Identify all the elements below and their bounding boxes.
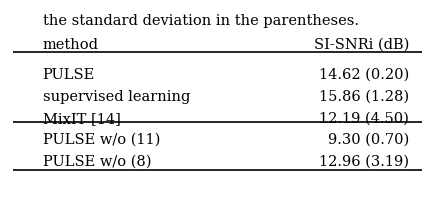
Text: 12.19 (4.50): 12.19 (4.50) bbox=[319, 112, 409, 126]
Text: supervised learning: supervised learning bbox=[43, 90, 190, 104]
Text: SI-SNRi (dB): SI-SNRi (dB) bbox=[314, 38, 409, 52]
Text: 12.96 (3.19): 12.96 (3.19) bbox=[319, 155, 409, 169]
Text: method: method bbox=[43, 38, 98, 52]
Text: PULSE w/o (11): PULSE w/o (11) bbox=[43, 133, 160, 147]
Text: 9.30 (0.70): 9.30 (0.70) bbox=[328, 133, 409, 147]
Text: PULSE w/o (8): PULSE w/o (8) bbox=[43, 155, 151, 169]
Text: the standard deviation in the parentheses.: the standard deviation in the parenthese… bbox=[43, 14, 359, 28]
Text: PULSE: PULSE bbox=[43, 68, 95, 82]
Text: 14.62 (0.20): 14.62 (0.20) bbox=[319, 68, 409, 82]
Text: MixIT [14]: MixIT [14] bbox=[43, 112, 121, 126]
Text: 15.86 (1.28): 15.86 (1.28) bbox=[319, 90, 409, 104]
